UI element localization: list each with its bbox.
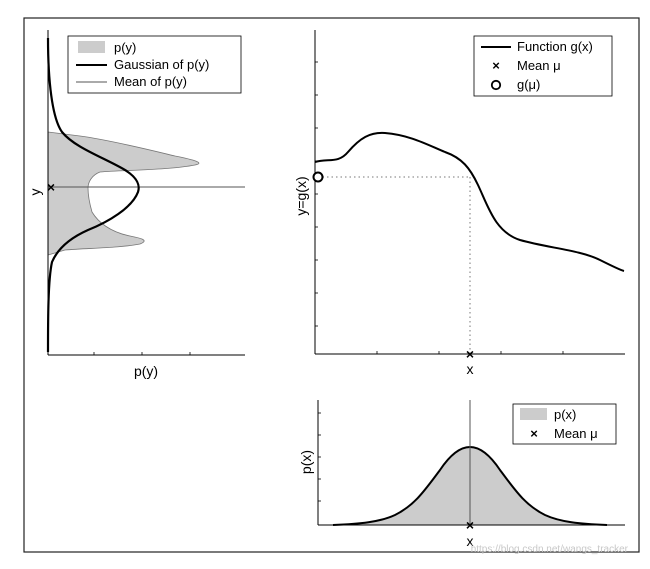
py-legend: p(y) Gaussian of p(y) Mean of p(y) bbox=[67, 35, 242, 94]
px-mean-marker: × bbox=[466, 517, 474, 533]
g-legend: Function g(x) × Mean μ g(μ) bbox=[473, 35, 613, 97]
px-legend-fill-swatch bbox=[520, 408, 547, 420]
watermark: https://blog.csdn.net/wangs_tracker bbox=[471, 544, 629, 555]
py-gaussian-curve bbox=[46, 37, 140, 353]
px-ylabel: p(x) bbox=[298, 450, 314, 474]
g-ylabel: y=g(x) bbox=[293, 176, 309, 215]
g-legend-gmu-label: g(μ) bbox=[517, 77, 540, 92]
py-legend-fill-swatch bbox=[78, 41, 105, 53]
py-fill bbox=[47, 131, 200, 256]
outer-frame bbox=[23, 17, 640, 553]
g-legend-mean-label: Mean μ bbox=[517, 58, 561, 73]
py-legend-fill-label: p(y) bbox=[114, 40, 136, 55]
g-mu-circle-marker bbox=[312, 171, 324, 183]
px-legend-mean-swatch: × bbox=[530, 426, 538, 441]
g-panel: × x y=g(x) Function g(x) × Mean μ g(μ) bbox=[293, 30, 625, 377]
py-mean-marker: × bbox=[47, 179, 55, 195]
g-legend-mean-swatch: × bbox=[492, 58, 500, 73]
g-xlabel: x bbox=[467, 361, 474, 377]
px-legend: p(x) × Mean μ bbox=[512, 403, 617, 445]
g-legend-gmu-swatch bbox=[490, 79, 502, 91]
px-xlabel: x bbox=[467, 533, 474, 549]
py-ylabel: y bbox=[27, 189, 43, 196]
py-legend-gaussian-label: Gaussian of p(y) bbox=[114, 57, 209, 72]
px-legend-fill-label: p(x) bbox=[554, 407, 576, 422]
py-panel: × p(y) y p(y) Gaussian of p(y) Mean of p… bbox=[27, 30, 245, 379]
px-panel: × x p(x) p(x) × Mean μ bbox=[298, 400, 625, 549]
px-legend-mean-label: Mean μ bbox=[554, 426, 598, 441]
py-legend-mean-label: Mean of p(y) bbox=[114, 74, 187, 89]
py-legend-box bbox=[67, 35, 242, 94]
g-mean-x-marker: × bbox=[466, 346, 474, 362]
g-function-curve bbox=[314, 131, 625, 272]
g-legend-function-label: Function g(x) bbox=[517, 39, 593, 54]
py-xlabel: p(y) bbox=[134, 363, 158, 379]
